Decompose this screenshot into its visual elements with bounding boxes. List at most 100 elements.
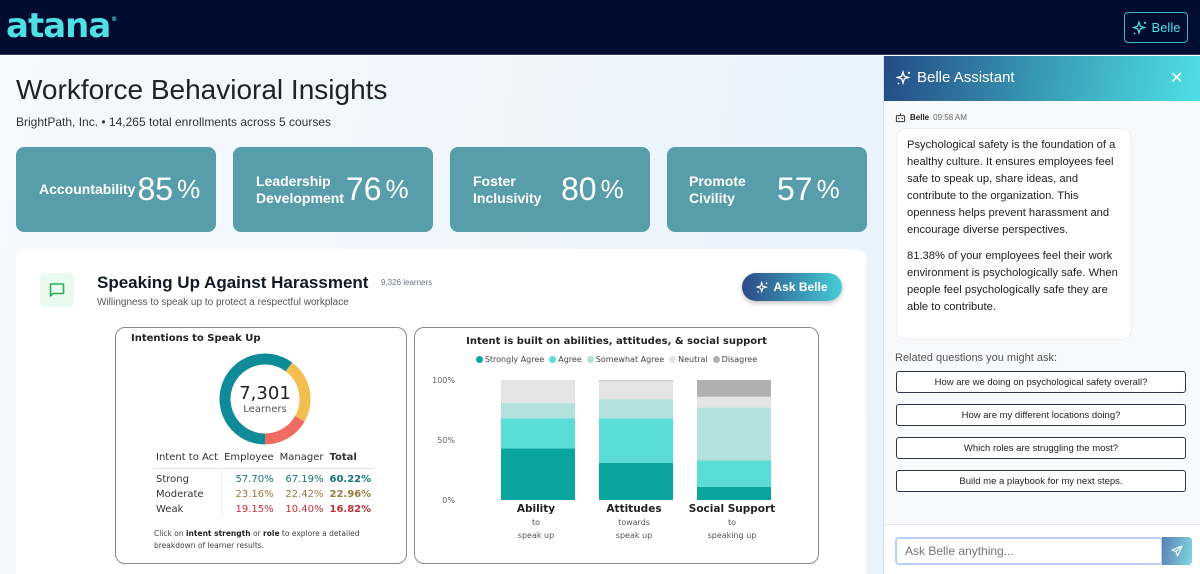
bar-segment-ability-somewhat-agree[interactable] (501, 402, 575, 419)
intent-factors-panel: Intent is built on abilities, attitudes,… (414, 327, 819, 564)
donut-slice-moderate[interactable] (285, 362, 311, 422)
course-learner-count: 9,326 learners (381, 278, 433, 287)
col-header-intent: Intent to Act (153, 452, 222, 469)
registered-mark: ® (111, 16, 117, 23)
course-subtitle: Willingness to speak up to protect a res… (97, 297, 349, 308)
related-question-button[interactable]: How are my different locations doing? (896, 404, 1186, 426)
logo-text: atana (6, 6, 111, 46)
row-label[interactable]: Strong (153, 468, 222, 487)
sparkle-icon (1131, 19, 1147, 35)
bar-segment-attitudes-neutral[interactable] (599, 380, 673, 400)
cell-total: 60.22% (329, 474, 372, 485)
bar-segment-attitudes-somewhat-agree[interactable] (599, 399, 673, 419)
legend-label: Somewhat Agree (595, 355, 665, 364)
bar-segment-ability-agree[interactable] (501, 418, 575, 449)
page-title: Workforce Behavioral Insights (16, 74, 388, 105)
bar-segment-social-support-neutral[interactable] (697, 396, 771, 408)
legend-item-neutral[interactable]: Neutral (669, 355, 708, 364)
belle-assistant-panel: Belle Assistant ✕ Belle 09:58 AM Psychol… (883, 56, 1200, 574)
kpi-value: 80 (561, 171, 597, 207)
kpi-card-foster-inclusivity[interactable]: Foster Inclusivity 80% (450, 147, 650, 232)
cell-manager: 10.40% (285, 504, 324, 515)
kpi-label: Foster Inclusivity (473, 172, 542, 206)
table-row-strong[interactable]: Strong 57.70% 67.19% 60.22% (153, 468, 374, 487)
table-row-moderate[interactable]: Moderate 23.16% 22.42% 22.96% (153, 487, 374, 502)
related-question-button[interactable]: How are we doing on psychological safety… (896, 371, 1186, 393)
message-paragraph: 81.38% of your employees feel their work… (907, 250, 1118, 313)
ask-belle-button[interactable]: Ask Belle (742, 273, 842, 301)
legend-label: Disagree (721, 355, 758, 364)
legend-item-strongly-agree[interactable]: Strongly Agree (475, 355, 545, 364)
course-card: Speaking Up Against Harassment 9,326 lea… (16, 249, 866, 574)
bot-icon (895, 113, 906, 123)
table-row-weak[interactable]: Weak 19.15% 10.40% 16.82% (153, 502, 374, 517)
legend-swatch (586, 356, 594, 363)
cell-manager: 22.42% (285, 489, 324, 500)
donut-center-label: Learners (243, 404, 287, 415)
donut-center-value: 7,301 (239, 383, 291, 404)
bar-segment-social-support-somewhat-agree[interactable] (697, 407, 771, 461)
cell-employee: 57.70% (235, 474, 274, 485)
related-question-button[interactable]: Build me a playbook for my next steps. (896, 470, 1186, 492)
legend-swatch (475, 356, 483, 363)
bar-segment-social-support-agree[interactable] (697, 460, 771, 487)
chart-title: Intent is built on abilities, attitudes,… (466, 336, 767, 347)
close-icon[interactable]: ✕ (1170, 70, 1184, 87)
kpi-value: 57 (777, 171, 813, 207)
atana-logo[interactable]: atana® (6, 6, 117, 46)
assistant-message: Psychological safety is the foundation o… (896, 128, 1132, 340)
sparkle-icon (756, 280, 769, 293)
message-paragraph: Psychological safety is the foundation o… (907, 139, 1116, 236)
stacked-bar-chart: 100% 50% 0% (432, 376, 771, 505)
ask-belle-input[interactable] (895, 537, 1163, 565)
belle-toggle-button[interactable]: Belle (1124, 12, 1188, 43)
legend-swatch (712, 356, 720, 363)
donut-slice-weak[interactable] (264, 415, 305, 445)
legend-item-disagree[interactable]: Disagree (712, 355, 758, 364)
bar-segment-attitudes-agree[interactable] (599, 418, 673, 463)
legend-swatch (669, 356, 677, 363)
bar-segment-ability-strongly-agree[interactable] (501, 448, 575, 500)
col-header-total: Total (326, 452, 375, 469)
intentions-panel: Intentions to Speak Up 7,301 Learners In… (115, 327, 407, 564)
col-header-manager[interactable]: Manager (276, 452, 327, 469)
bar-segment-social-support-disagree[interactable] (697, 380, 771, 397)
message-time: 09:58 AM (933, 113, 967, 122)
intent-table: Intent to Act Employee Manager Total Str… (153, 452, 375, 517)
legend-label: Agree (558, 355, 582, 364)
col-header-employee[interactable]: Employee (221, 452, 277, 469)
kpi-value: 76 (345, 171, 382, 207)
intentions-title: Intentions to Speak Up (131, 333, 261, 344)
y-tick-label: 0% (442, 496, 455, 505)
legend-item-somewhat-agree[interactable]: Somewhat Agree (586, 355, 665, 364)
bar-segment-social-support-strongly-agree[interactable] (697, 486, 771, 500)
cell-manager: 67.19% (285, 474, 324, 485)
bar-segment-attitudes-strongly-agree[interactable] (599, 462, 673, 500)
kpi-unit: % (385, 174, 409, 204)
y-tick-label: 50% (437, 436, 455, 445)
intentions-donut-chart[interactable] (218, 352, 312, 446)
page-subtitle: BrightPath, Inc. • 14,265 total enrollme… (16, 115, 332, 129)
legend-item-agree[interactable]: Agree (549, 355, 582, 364)
legend-swatch (549, 356, 557, 363)
row-label[interactable]: Weak (153, 502, 222, 517)
send-button[interactable] (1162, 537, 1192, 565)
kpi-label: Leadership Development (256, 172, 344, 206)
main-content: Workforce Behavioral Insights BrightPath… (0, 56, 883, 574)
category-label-social-support: Social Support to speaking up (688, 503, 776, 540)
kpi-card-accountability[interactable]: Accountability 85% (16, 147, 216, 232)
cell-employee: 23.16% (235, 489, 274, 500)
cell-total: 16.82% (329, 504, 372, 515)
kpi-card-promote-civility[interactable]: Promote Civility 57% (667, 147, 867, 232)
bar-segment-attitudes-disagree[interactable] (599, 380, 673, 381)
legend-label: Strongly Agree (484, 355, 545, 364)
category-label-attitudes: Attitudes towards speak up (606, 503, 662, 540)
legend-label: Neutral (678, 355, 708, 364)
cell-total: 22.96% (329, 489, 372, 500)
category-label-ability: Ability to speak up (516, 503, 556, 540)
related-question-button[interactable]: Which roles are struggling the most? (896, 437, 1186, 459)
bar-segment-ability-neutral[interactable] (501, 380, 575, 403)
donut-slice-strong[interactable] (219, 353, 293, 445)
kpi-card-leadership-development[interactable]: Leadership Development 76% (233, 147, 433, 232)
row-label[interactable]: Moderate (153, 487, 222, 502)
